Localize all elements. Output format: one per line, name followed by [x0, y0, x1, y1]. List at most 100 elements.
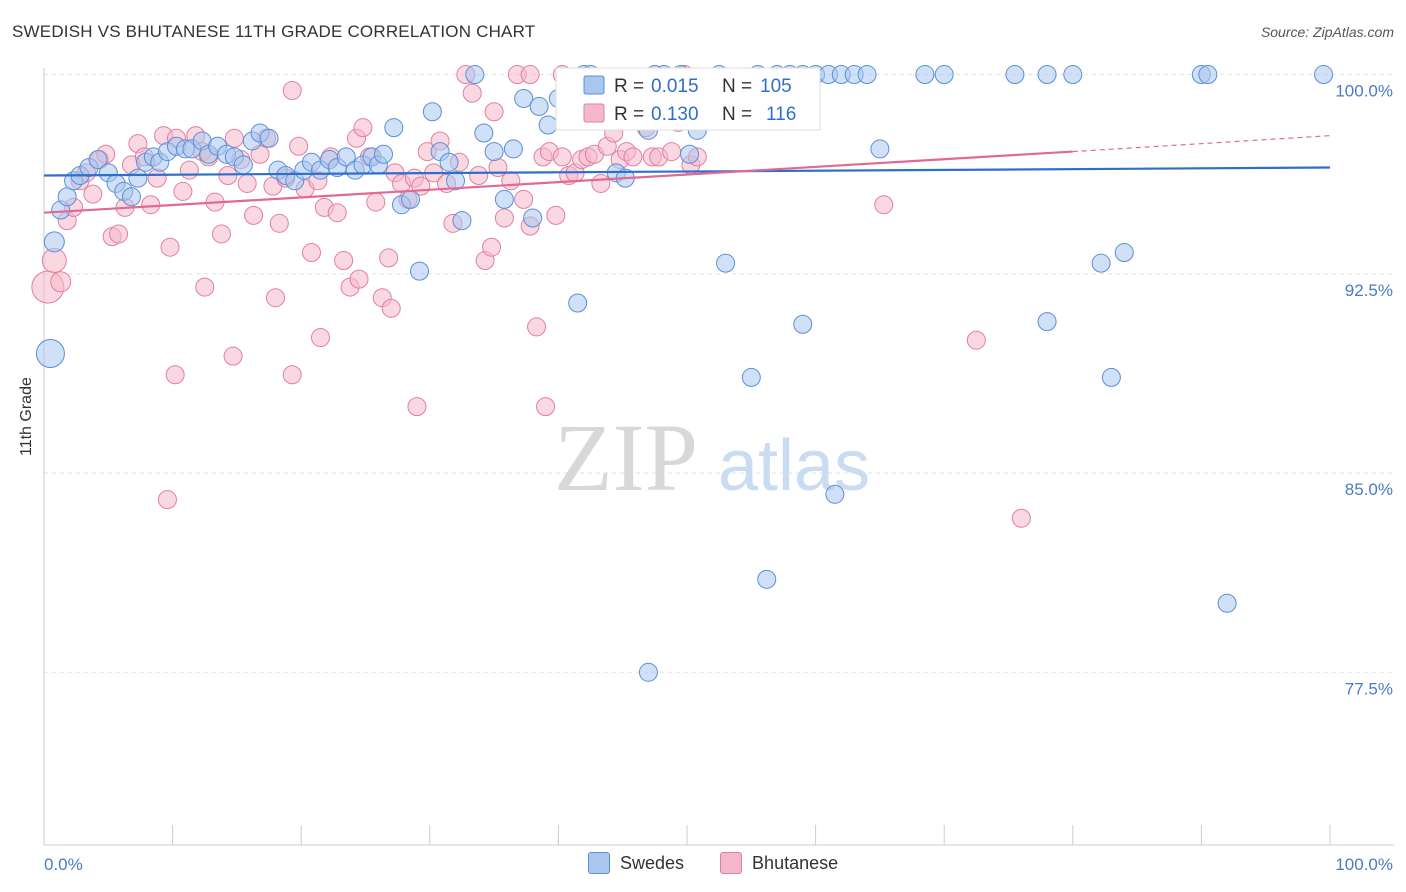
swedes-point-77 [680, 144, 700, 164]
bhutanese-point-79 [546, 205, 566, 225]
legend-swedes-swatch [583, 75, 605, 95]
swedes-point-104 [638, 662, 658, 682]
swedes-point-7 [88, 150, 108, 170]
swedes-point-92 [915, 65, 935, 85]
swedes-point-99 [1063, 65, 1083, 85]
y-tick-label-1: 92.5% [1345, 281, 1393, 300]
bhutanese-point-19 [160, 237, 180, 257]
swedes-point-93 [934, 65, 954, 85]
bhutanese-point-41 [301, 243, 321, 263]
swedes-trend-line [43, 166, 1331, 177]
bhutanese-point-38 [282, 80, 302, 100]
bhutanese-point-108 [165, 365, 185, 385]
bhutanese-point-7 [83, 184, 103, 204]
swedes-point-47 [422, 102, 442, 122]
bhutanese-point-117 [265, 288, 285, 308]
bhutanese-point-72 [501, 171, 521, 191]
x-tick-label-0: 0.0% [44, 855, 83, 874]
bhutanese-point-118 [310, 328, 330, 348]
swedes-point-49 [439, 152, 459, 172]
swedes-point-25 [233, 155, 253, 175]
legend-swedes-n-label: N = [722, 76, 752, 97]
swedes-point-97 [1198, 65, 1218, 85]
swedes-point-43 [384, 118, 404, 138]
swedes-point-50 [446, 171, 466, 191]
swedes-point-51 [452, 211, 472, 231]
bhutanese-point-69 [482, 237, 502, 257]
swedes-point-100 [1114, 243, 1134, 263]
bhutanese-point-29 [224, 128, 244, 148]
swedes-point-102 [1101, 367, 1121, 387]
bhutanese-trend-line [43, 150, 1073, 214]
legend-bhutanese-r-label: R = [614, 104, 644, 125]
swedes-point-52 [465, 65, 485, 85]
watermark-atlas: atlas [718, 426, 870, 506]
bhutanese-point-66 [462, 83, 482, 103]
swedes-point-105 [757, 569, 777, 589]
swedes-point-103 [1037, 312, 1057, 332]
swedes-point-106 [793, 314, 813, 334]
swedes-point-0 [35, 338, 65, 368]
swedes-point-45 [401, 189, 421, 209]
bhutanese-point-74 [514, 189, 534, 209]
swedes-point-46 [410, 261, 430, 281]
legend-swedes-label: Swedes [620, 852, 685, 873]
bhutanese-point-112 [536, 397, 556, 417]
swedes-point-56 [503, 139, 523, 159]
bhutanese-point-31 [237, 173, 257, 193]
bhutanese-point-17 [147, 168, 167, 188]
swedes-point-55 [494, 189, 514, 209]
bhutanese-point-97 [662, 142, 682, 162]
bhutanese-trend-extension [1072, 135, 1331, 153]
legend-bhutanese-r-value: 0.130 [651, 104, 699, 125]
legend-swedes-r-value: 0.015 [651, 76, 699, 97]
swedes-point-107 [825, 484, 845, 504]
bhutanese-point-51 [366, 192, 386, 212]
legend-bhutanese-n-label: N = [722, 104, 752, 125]
y-tick-label-3: 77.5% [1345, 679, 1393, 698]
swedes-point-109 [1217, 593, 1237, 613]
chart-title: SWEDISH VS BHUTANESE 11TH GRADE CORRELAT… [12, 22, 536, 41]
bhutanese-point-28 [218, 165, 238, 185]
bhutanese-point-21 [173, 181, 193, 201]
bhutanese-point-2 [50, 271, 72, 293]
y-tick-label-0: 100.0% [1335, 82, 1393, 101]
swedes-swatch [588, 852, 610, 874]
swedes-point-58 [523, 208, 543, 228]
swedes-point-63 [568, 293, 588, 313]
swedes-point-95 [1037, 65, 1057, 85]
bhutanese-point-86 [591, 173, 611, 193]
axes [43, 68, 1394, 846]
watermark: ZIP atlas [554, 404, 870, 511]
swedes-point-90 [857, 65, 877, 85]
bhutanese-point-39 [289, 136, 309, 156]
swedes-point-54 [484, 142, 504, 162]
bhutanese-point-110 [157, 490, 177, 510]
swedes-point-11 [121, 187, 141, 207]
bhutanese-point-22 [179, 160, 199, 180]
bhutanese-point-70 [488, 158, 508, 178]
trend-lines [43, 135, 1331, 214]
bhutanese-point-103 [520, 65, 540, 85]
swedes-point-12 [128, 168, 148, 188]
swedes-point-1 [43, 231, 65, 253]
legend-bhutanese-n-value: 116 [766, 104, 796, 125]
legend-item-swedes[interactable]: Swedes [588, 852, 684, 874]
swedes-point-101 [1091, 253, 1111, 273]
swedes-point-59 [529, 96, 549, 116]
swedes-point-28 [259, 128, 279, 148]
bhutanese-point-45 [327, 203, 347, 223]
bhutanese-point-16 [141, 195, 161, 215]
swedes-point-108 [741, 367, 761, 387]
bhutanese-point-116 [195, 277, 215, 297]
swedes-point-57 [514, 88, 534, 108]
swedes-point-53 [474, 123, 494, 143]
swedes-point-42 [374, 144, 394, 164]
bhutanese-swatch [720, 852, 743, 874]
swedes-point-94 [1005, 65, 1025, 85]
swedes-point-60 [538, 115, 558, 135]
legend-item-bhutanese[interactable]: Bhutanese [720, 852, 838, 874]
bhutanese-point-109 [223, 346, 243, 366]
swedes-point-91 [870, 139, 890, 159]
legend-bhutanese-swatch [583, 103, 605, 123]
